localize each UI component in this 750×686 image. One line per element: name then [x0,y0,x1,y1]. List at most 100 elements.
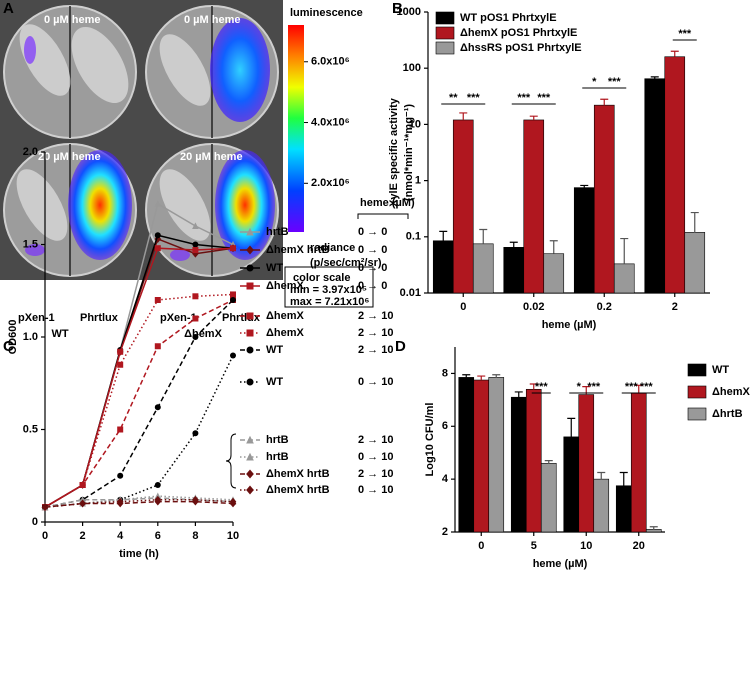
marker [41,503,49,512]
y-tick-label: 1000 [397,6,421,18]
series-line [44,247,234,508]
error-bar [649,526,658,530]
condition-label: 20 µM heme [38,151,101,163]
y-axis-label: Log10 CFU/ml [424,403,436,477]
legend-heme: 2 → 10 [358,468,393,480]
bar [563,436,580,533]
x-axis-label: heme (µM) [542,319,597,331]
error-bar [509,241,518,248]
marker [79,499,86,508]
radiance-units: (p/sec/cm²/sr) [310,257,382,269]
bar [613,263,635,294]
legend-label: ΔhrtB [712,408,743,420]
marker [246,245,254,255]
plate-label: pXen-1 [160,312,197,324]
marker [246,469,254,479]
scale-box [284,266,374,308]
y-tick-label: 6 [442,420,448,432]
error-bar [620,237,629,264]
marker [117,361,124,368]
y-tick-label: 0.5 [23,423,38,435]
marker [246,282,254,290]
marker [230,245,236,252]
marker [246,346,254,354]
marker [246,378,254,386]
legend-swatch [435,41,455,55]
bar [684,232,706,294]
significance-label: *** [608,76,622,88]
error-bar [492,374,501,378]
marker [117,348,124,355]
marker [192,495,199,504]
x-tick-label: 4 [117,530,124,542]
bar [543,253,565,294]
legend-bracket [357,213,409,219]
legend-heme: 2 → 10 [358,434,393,446]
marker [192,241,199,248]
marker [246,329,254,337]
marker [154,235,162,243]
bar [432,240,454,294]
legend-swatch [687,385,707,399]
legend-swatch [687,407,707,421]
marker [192,315,199,322]
bar [525,388,542,533]
error-bar [650,76,659,79]
x-tick-label: 2 [672,301,678,313]
y-tick-label: 0.1 [406,231,421,243]
marker [246,227,254,236]
significance-label: * [592,76,597,88]
significance-label: *** [537,92,551,104]
legend-swatch [435,26,455,40]
marker [116,497,124,506]
bar [645,529,662,533]
marker [154,495,162,504]
legend-heme: 0 → 10 [358,451,393,463]
legend-label: ΔhemX [712,386,750,398]
legend-heme: 0 → 10 [358,484,393,496]
marker [154,404,161,411]
bar [452,119,474,294]
legend-swatch [687,363,707,377]
legend-heme: 2 → 10 [358,327,393,339]
legend-heme: 0 → 0 [358,262,387,274]
significance-label: *** [640,381,654,393]
series-line [44,499,234,508]
y-tick-label: 1.0 [23,331,38,343]
series-line [44,495,234,508]
marker [117,472,124,479]
bar [510,396,527,533]
legend-label: ΔhemX hrtB [266,244,330,256]
y-tick-label: 10 [409,118,421,130]
bar [593,478,610,533]
scale-title: color scale [293,272,350,284]
legend-heme: 2 → 10 [358,344,393,356]
colorbar-tick-label: 6.0x10⁶ [311,56,350,68]
marker [246,435,254,444]
significance-label: *** [625,381,639,393]
condition-label: 0 µM heme [44,14,100,26]
x-tick-label: 8 [192,530,198,542]
marker [229,497,237,506]
marker [246,452,254,461]
marker [192,293,199,300]
x-tick-label: 0 [478,540,484,552]
series-line [44,355,234,508]
error-bar [514,391,523,398]
y-tick-label: 2.0 [23,146,38,158]
marker [246,485,254,495]
marker [154,297,161,303]
bar [458,377,475,533]
legend-label: hrtB [266,451,289,463]
radiance-label: radiance [310,242,355,254]
legend-swatch [435,11,455,25]
plate-label: pXen-1 [18,312,55,324]
legend-label: ΔhemX [266,310,305,322]
bar [664,56,686,294]
condition-label: 20 µM heme [180,151,243,163]
marker [246,264,254,272]
marker [192,334,199,340]
marker [192,222,199,229]
legend-label: ΔhemX [266,327,305,339]
